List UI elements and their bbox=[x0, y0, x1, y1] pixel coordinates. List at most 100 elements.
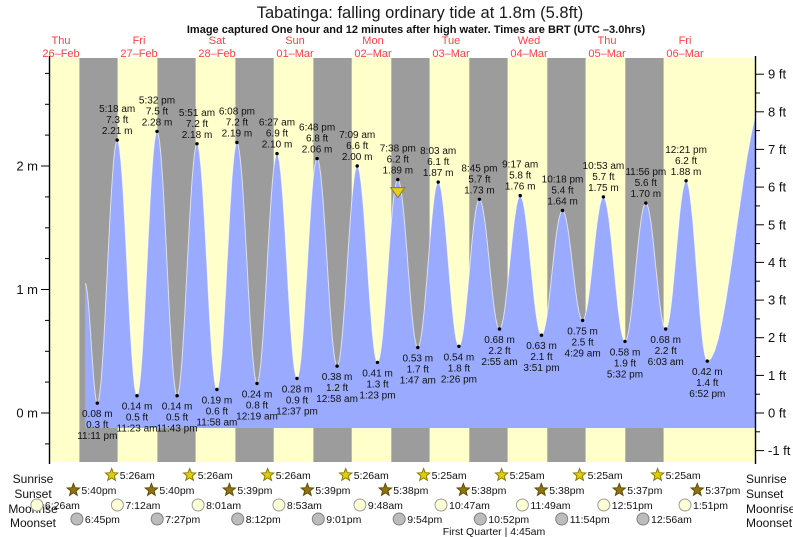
moonrise-icon bbox=[678, 498, 692, 512]
sunset-event: 5:38pm bbox=[455, 482, 507, 497]
sunset-event: 5:38pm bbox=[533, 482, 585, 497]
tide-extreme-dot bbox=[539, 333, 544, 337]
tide-annotation-line: 1.87 m bbox=[423, 168, 454, 179]
sunrise-event: 5:25am bbox=[650, 467, 701, 482]
moonset-event: 11:54pm bbox=[555, 512, 610, 526]
day-label-date: 06–Mar bbox=[666, 48, 704, 60]
sunrise-event: 5:26am bbox=[182, 467, 233, 482]
sunset-time: 5:38pm bbox=[393, 485, 428, 497]
sunset-time: 5:37pm bbox=[705, 485, 740, 497]
tide-extreme-dot bbox=[497, 327, 502, 331]
tide-annotation-line: 0.68 m bbox=[484, 335, 515, 346]
tide-annotation-line: 9:17 am bbox=[502, 160, 538, 171]
chart-subtitle: Image captured One hour and 12 minutes a… bbox=[187, 24, 646, 36]
tide-annotation-line: 5:32 pm bbox=[139, 95, 175, 106]
tide-extreme-dot bbox=[396, 177, 400, 182]
sunrise-icon bbox=[650, 467, 666, 482]
tide-annotation-line: 12:37 pm bbox=[276, 406, 318, 417]
tide-annotation-line: 7.2 ft bbox=[226, 118, 248, 129]
moonset-icon bbox=[555, 512, 569, 526]
tide-annotation-line: 0.41 m bbox=[362, 368, 393, 379]
current-time-marker-icon bbox=[389, 187, 406, 199]
low-tide-annotation: 0.54 m1.8 ft2:26 pm bbox=[441, 344, 477, 385]
moonset-event: 9:54pm bbox=[392, 512, 442, 526]
chart-generated-content: 2 m 1 m 0 m 9 ft 8 ft 7 ft 6 ft 5 ft 4 ft 3 ft 2 f… bbox=[16, 35, 790, 526]
moonrise-time: 7:12am bbox=[125, 500, 160, 512]
day-label-weekday: Tue bbox=[442, 35, 461, 47]
low-tide-annotation: 0.42 m1.4 ft6:52 pm bbox=[689, 359, 725, 400]
tide-annotation-line: 2:26 pm bbox=[441, 374, 477, 385]
sunset-icon bbox=[611, 482, 627, 497]
tide-annotation-line: 7:38 pm bbox=[380, 144, 416, 155]
tide-annotation-line: 5.7 ft bbox=[592, 172, 614, 183]
low-tide-annotation: 0.41 m1.3 ft1:23 pm bbox=[359, 360, 396, 401]
tide-extreme-dot bbox=[175, 394, 179, 398]
day-label-weekday: Fri bbox=[133, 35, 146, 47]
tide-annotation-line: 1.9 ft bbox=[614, 358, 636, 369]
tide-annotation-line: 12:21 pm bbox=[665, 145, 707, 156]
tide-extreme-dot bbox=[235, 140, 239, 145]
moonset-time: 11:54pm bbox=[570, 514, 610, 526]
tide-annotation-line: 1.89 m bbox=[383, 166, 414, 177]
moonset-event: 6:45pm bbox=[70, 512, 120, 526]
high-tide-annotation: 6:08 pm7.2 ft2.19 m bbox=[219, 107, 255, 145]
astro-rows: 5:26am 5:26am 5:26am 5:26am 5:25am 5:25am 5:25… bbox=[30, 467, 741, 526]
right-axis-label: 8 ft bbox=[768, 104, 786, 119]
tide-annotation-line: 3:51 pm bbox=[523, 363, 559, 374]
low-tide-annotation: 0.75 m2.5 ft4:29 am bbox=[565, 318, 601, 359]
tide-annotation-line: 0.3 ft bbox=[86, 420, 108, 431]
tide-annotation-line: 11:58 am bbox=[196, 418, 237, 429]
moonrise-label-right: Moonrise bbox=[746, 502, 793, 516]
tide-annotation-line: 10:53 am bbox=[583, 161, 625, 172]
sunset-event: 5:40pm bbox=[65, 482, 117, 497]
astro-left-labels: Sunrise Sunset Moonrise Moonset bbox=[8, 472, 58, 530]
tide-extreme-dot bbox=[255, 381, 259, 386]
sunrise-event: 5:26am bbox=[260, 467, 311, 482]
tide-annotation-line: 0.38 m bbox=[322, 372, 353, 383]
sunset-time: 5:39pm bbox=[315, 485, 350, 497]
tide-annotation-line: 5.8 ft bbox=[509, 171, 531, 182]
tide-annotation-line: 1.8 ft bbox=[448, 363, 470, 374]
right-axis-label: 3 ft bbox=[768, 293, 786, 308]
sunset-time: 5:40pm bbox=[81, 485, 116, 497]
tide-annotation-line: 12:58 am bbox=[316, 394, 358, 405]
moonset-time: 12:56am bbox=[651, 514, 692, 526]
low-tide-annotation: 0.68 m2.2 ft2:55 am bbox=[481, 327, 518, 368]
tide-annotation-line: 0.5 ft bbox=[126, 413, 148, 424]
tide-annotation-line: 0.28 m bbox=[282, 384, 313, 395]
tide-extreme-dot bbox=[335, 364, 339, 368]
tide-annotation-line: 6:48 pm bbox=[299, 123, 335, 134]
tide-annotation-line: 4:29 am bbox=[565, 348, 601, 359]
moonrise-time: 8:53am bbox=[287, 500, 322, 512]
sunset-icon bbox=[299, 482, 315, 497]
moonrise-event: 6:26am bbox=[30, 498, 80, 512]
tide-extreme-dot bbox=[623, 339, 627, 344]
moonset-event: 7:27pm bbox=[150, 512, 200, 526]
tide-annotation-line: 1.88 m bbox=[671, 167, 702, 178]
tide-annotation-line: 2.1 ft bbox=[530, 352, 552, 363]
day-label-weekday: Sat bbox=[209, 35, 226, 47]
tide-extreme-dot bbox=[601, 195, 606, 199]
tide-annotation-line: 0.08 m bbox=[82, 409, 113, 420]
sunset-time: 5:38pm bbox=[471, 485, 506, 497]
day-label-date: 27–Feb bbox=[120, 48, 157, 60]
tide-annotation-line: 1.3 ft bbox=[366, 379, 388, 390]
tide-annotation-line: 5:32 pm bbox=[607, 369, 643, 380]
tide-annotation-line: 2.2 ft bbox=[655, 346, 677, 357]
high-tide-annotation: 6:48 pm6.8 ft2.06 m bbox=[299, 123, 335, 161]
tide-annotation-line: 11:23 am bbox=[117, 424, 158, 435]
moonset-event: 12:56am bbox=[636, 512, 692, 526]
moonset-time: 9:54pm bbox=[407, 514, 442, 526]
moonset-icon bbox=[473, 512, 487, 526]
sunrise-time: 5:25am bbox=[666, 470, 701, 482]
tide-annotation-line: 1.73 m bbox=[464, 185, 495, 196]
high-tide-annotation: 11:56 pm5.6 ft1.70 m bbox=[625, 167, 666, 205]
tide-annotation-line: 0.53 m bbox=[403, 354, 434, 365]
moonrise-time: 8:01am bbox=[206, 500, 241, 512]
moonset-time: 8:12pm bbox=[246, 514, 281, 526]
